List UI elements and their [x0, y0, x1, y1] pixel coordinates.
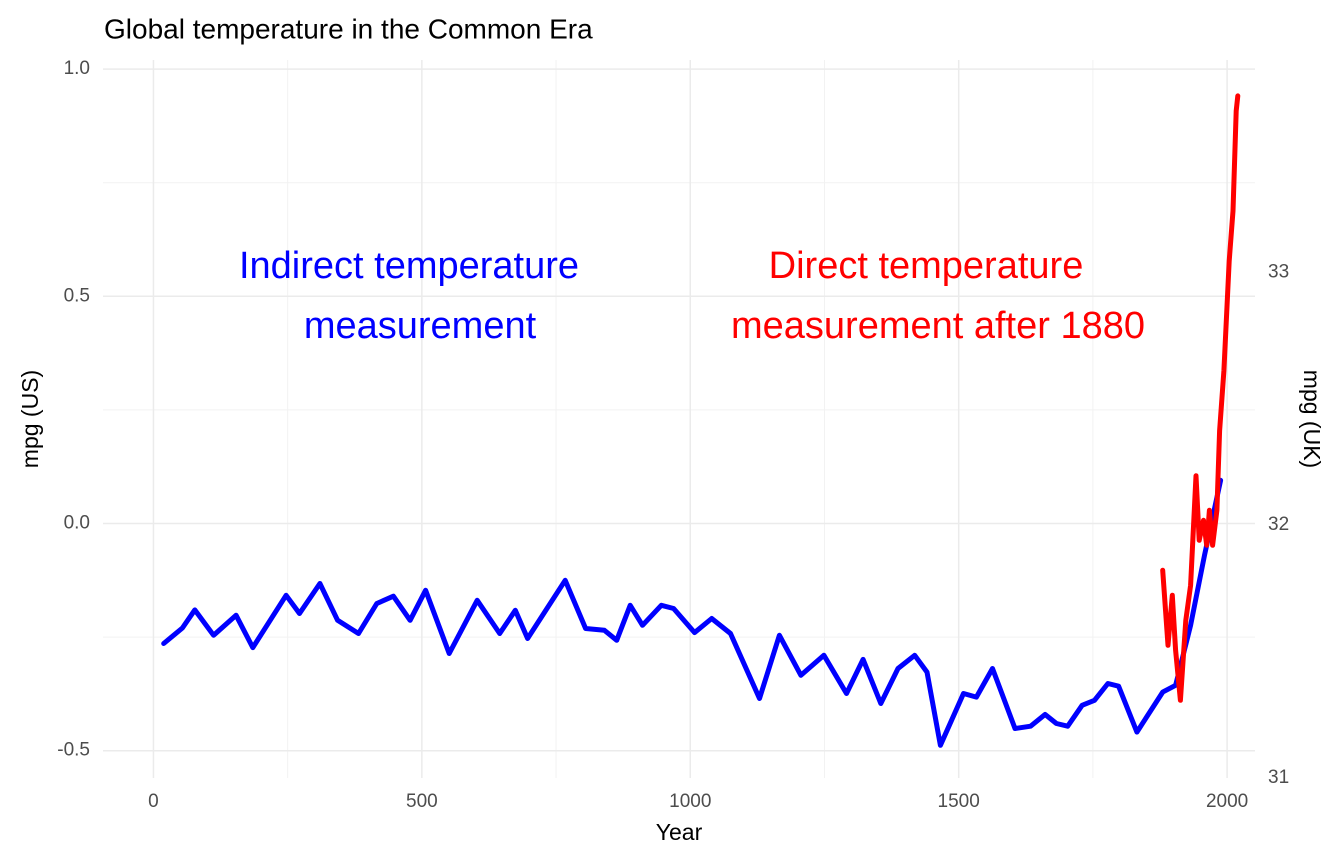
annotation: Direct temperature — [769, 245, 1084, 287]
x-tick-label: 1500 — [938, 791, 980, 812]
grid — [103, 60, 1255, 778]
plot-lines — [161, 93, 1241, 748]
y2-tick-label: 33 — [1268, 261, 1289, 282]
y2-tick-label: 32 — [1268, 514, 1289, 535]
y-tick-label: 0.5 — [64, 285, 90, 306]
series-line — [161, 477, 1224, 748]
annotation: Indirect temperature — [239, 245, 579, 287]
y2-tick-label: 31 — [1268, 767, 1289, 788]
series-line — [1160, 93, 1241, 703]
x-axis-label: Year — [656, 819, 703, 845]
x-tick-label: 1000 — [669, 791, 711, 812]
y2-axis-label: mpg (UK) — [1299, 370, 1325, 468]
y-tick-label: 1.0 — [64, 58, 90, 79]
y-tick-label: 0.0 — [64, 513, 90, 534]
x-tick-label: 2000 — [1206, 791, 1248, 812]
annotation: measurement — [304, 305, 537, 347]
chart-title: Global temperature in the Common Era — [104, 13, 593, 44]
annotation: measurement after 1880 — [731, 305, 1145, 347]
y-axis-label: mpg (US) — [17, 370, 43, 468]
x-tick-label: 0 — [148, 791, 159, 812]
y-tick-label: -0.5 — [57, 740, 90, 761]
x-tick-label: 500 — [406, 791, 438, 812]
